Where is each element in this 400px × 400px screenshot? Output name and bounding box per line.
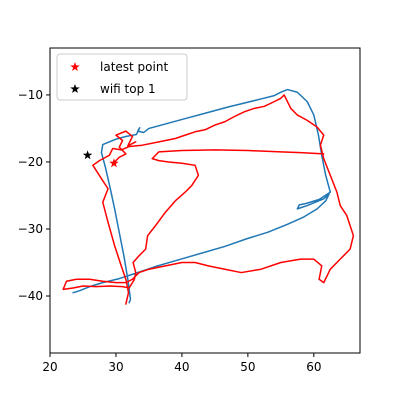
scatter-star-4-0 xyxy=(82,150,93,160)
x-tick-label-3: 50 xyxy=(240,360,255,374)
y-tick-label-2: −30 xyxy=(18,222,43,236)
x-tick-label-0: 20 xyxy=(42,360,57,374)
y-axis: −10 −20 −30 −40 xyxy=(18,88,50,303)
y-tick-label-0: −10 xyxy=(18,88,43,102)
legend-box xyxy=(56,53,188,101)
series-line-1 xyxy=(62,94,355,305)
legend-marker-0 xyxy=(70,62,80,72)
x-tick-label-2: 40 xyxy=(174,360,189,374)
x-tick-label-1: 30 xyxy=(108,360,123,374)
series-line-2 xyxy=(111,130,137,165)
series-line-0 xyxy=(72,88,332,304)
legend-marker-1 xyxy=(70,84,80,94)
y-tick-label-1: −20 xyxy=(18,155,43,169)
legend-label-1: wifi top 1 xyxy=(100,82,156,96)
x-axis: 20 30 40 50 60 xyxy=(42,353,321,374)
series-layer xyxy=(62,88,355,305)
y-tick-label-3: −40 xyxy=(18,289,43,303)
legend: latest point wifi top 1 xyxy=(56,53,188,101)
x-tick-label-4: 60 xyxy=(306,360,321,374)
legend-label-0: latest point xyxy=(100,60,168,74)
axes-frame xyxy=(49,47,361,354)
scatter-star-3-0 xyxy=(109,158,119,168)
